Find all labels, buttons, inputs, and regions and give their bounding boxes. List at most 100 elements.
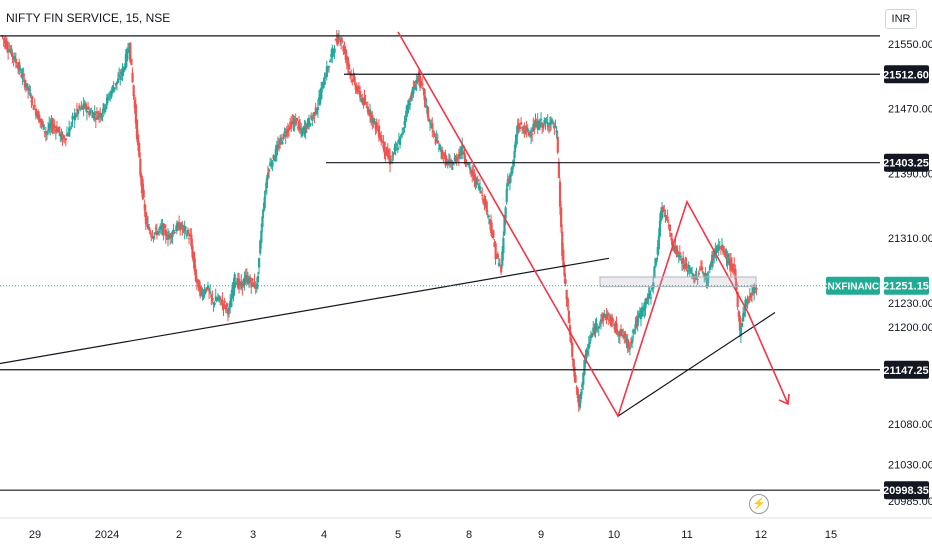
candle-body (661, 207, 664, 219)
candle-body (606, 313, 609, 316)
candle-body (195, 278, 199, 283)
candle-body (339, 40, 342, 42)
candle-body (691, 272, 694, 274)
candle-body (619, 329, 623, 336)
candle-body (474, 176, 477, 186)
candle-body (353, 76, 356, 83)
candle-body (202, 295, 205, 297)
candle-body (482, 199, 485, 204)
candle-body (162, 223, 165, 236)
candle-body (468, 167, 472, 170)
candle-body (488, 219, 492, 224)
candle-body (42, 124, 45, 130)
candle-body (355, 85, 358, 93)
candle-body (278, 146, 281, 148)
candle-body (717, 245, 720, 251)
candle-body (45, 132, 49, 134)
candle-body (280, 137, 283, 141)
candle-body (645, 302, 648, 305)
candle-body (83, 103, 86, 108)
candle-body (484, 203, 487, 207)
candle-body (547, 126, 551, 128)
candle-body (751, 292, 754, 296)
rising-trendline (617, 312, 776, 417)
candle-body (189, 233, 192, 236)
candle-body (13, 56, 16, 61)
candle-body (674, 245, 677, 253)
candle-body (274, 148, 277, 158)
candle-body (429, 122, 432, 124)
candle-body (143, 204, 146, 211)
candle-body (684, 263, 687, 266)
candle-body (178, 222, 181, 231)
candle-body (294, 119, 297, 125)
candle-body (175, 223, 179, 232)
candle-body (161, 224, 164, 231)
candle-body (374, 121, 377, 130)
candle-body (653, 266, 656, 279)
candle-body (82, 103, 85, 109)
candle-body (97, 116, 100, 120)
candle-body (19, 68, 22, 70)
candle-body (285, 129, 288, 135)
candle-body (752, 288, 755, 293)
candle-body (28, 88, 31, 91)
candle-body (77, 109, 80, 115)
candle-body (485, 201, 488, 212)
lightning-icon[interactable]: ⚡ (749, 494, 769, 514)
candle-body (94, 117, 98, 121)
candle-body (676, 250, 679, 255)
candle-body (8, 50, 11, 52)
candle-body (112, 87, 115, 93)
candle-body (465, 163, 468, 166)
candle-body (698, 269, 702, 271)
candle-body (462, 151, 465, 155)
candle-body (238, 278, 241, 287)
candle-body (296, 127, 300, 129)
candle-body (261, 216, 264, 228)
candle-body (133, 100, 136, 109)
candle-body (347, 64, 351, 70)
candle-body (417, 71, 421, 83)
candle-body (603, 313, 606, 317)
candle-body (506, 179, 509, 187)
candle-body (612, 319, 615, 321)
candle-body (500, 264, 503, 273)
candle-body (687, 264, 690, 269)
candle-body (586, 351, 589, 354)
candle-body (557, 161, 561, 178)
currency-button[interactable]: INR (885, 9, 917, 29)
candle-body (411, 89, 414, 96)
candle-body (241, 281, 244, 288)
candle-body (379, 136, 382, 140)
candle-body (738, 315, 741, 331)
candle-body (165, 238, 169, 240)
candle-body (105, 97, 109, 105)
candle-body (142, 189, 145, 198)
candle-body (369, 109, 372, 115)
candle-body (545, 121, 548, 123)
candle-body (590, 336, 593, 339)
candle-body (84, 103, 88, 110)
candle-body (49, 124, 52, 129)
candle-body (367, 112, 371, 115)
candle-body (497, 263, 501, 266)
candle-body (625, 338, 628, 344)
candle-body (159, 226, 162, 229)
candle-body (352, 74, 355, 80)
candle-body (643, 303, 646, 312)
candle-body (366, 106, 370, 113)
candle-body (711, 254, 714, 267)
candle-body (580, 392, 583, 399)
candle-body (449, 159, 452, 161)
candle-body (646, 296, 649, 302)
candle-body (354, 84, 357, 90)
candle-body (453, 158, 456, 160)
candle-body (375, 122, 378, 128)
candle-body (131, 72, 134, 83)
candle-body (444, 154, 447, 166)
candle-body (78, 105, 81, 108)
candle-body (273, 157, 276, 161)
candle-body (532, 124, 535, 132)
